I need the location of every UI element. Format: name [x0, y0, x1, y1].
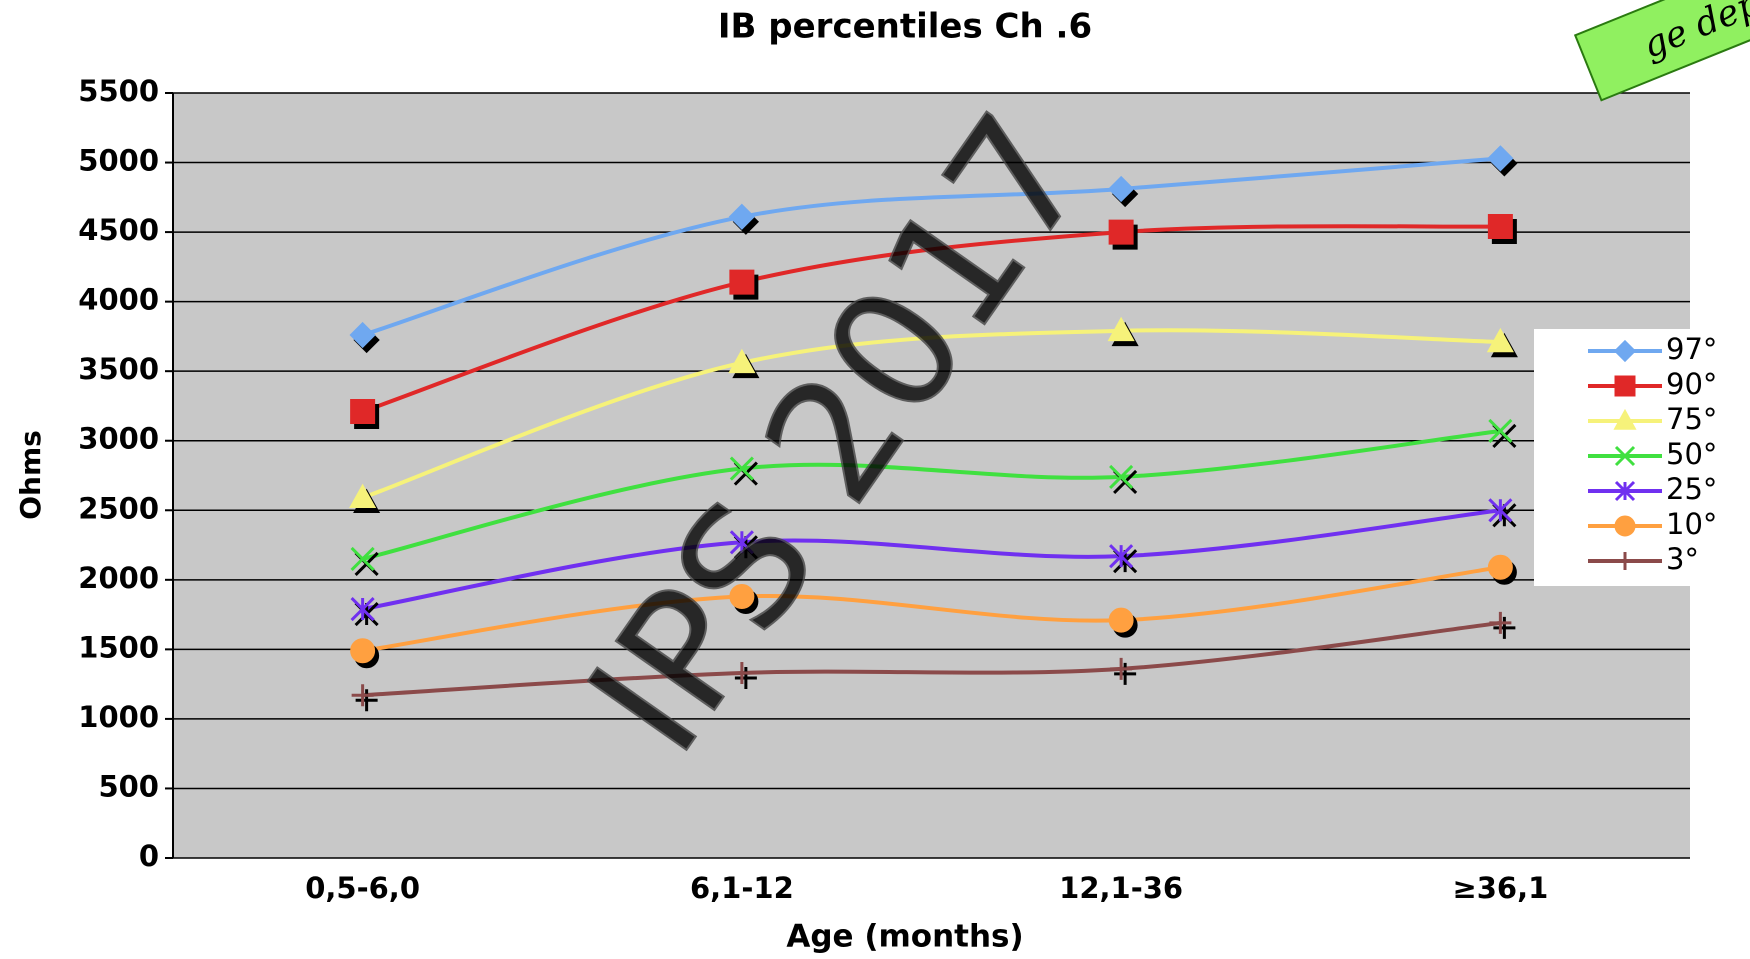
series-line — [362, 156, 1501, 337]
legend-marker — [1614, 515, 1636, 537]
marker — [1109, 464, 1134, 489]
series-line — [362, 508, 1501, 611]
y-tick-label: 4000 — [78, 283, 159, 317]
series-line — [362, 429, 1501, 561]
legend-marker — [1614, 445, 1636, 467]
marker — [1489, 611, 1512, 634]
marker — [1108, 175, 1135, 203]
x-tick-label: 12,1-36 — [1059, 871, 1183, 905]
marker — [1109, 544, 1134, 569]
marker — [350, 546, 375, 572]
series-line — [362, 620, 1501, 698]
marker — [729, 584, 755, 610]
marker — [729, 530, 754, 555]
x-tick-label: ≥36,1 — [1452, 871, 1548, 905]
plot: 0 500 1000 1500 2000 2500 3000 3500 4000 4500 5000… — [78, 74, 1750, 905]
marker — [1487, 214, 1513, 240]
marker — [350, 596, 375, 622]
legend-label: 97° — [1666, 332, 1717, 366]
legend-label: 75° — [1666, 402, 1717, 436]
marker-shadow — [1114, 662, 1137, 685]
legend-marker — [1616, 552, 1634, 570]
marker — [350, 399, 376, 425]
marker — [1487, 554, 1513, 580]
marker — [349, 321, 376, 349]
marker — [1488, 418, 1513, 444]
marker — [350, 638, 376, 664]
y-tick-label: 5500 — [78, 74, 159, 108]
legend-marker — [1614, 375, 1636, 397]
x-tick-label: 6,1-12 — [690, 871, 794, 905]
x-tick-label: 0,5-6,0 — [305, 871, 420, 905]
y-tick-label: 1000 — [78, 700, 159, 734]
marker — [1108, 219, 1134, 245]
y-tick-label: 3500 — [78, 352, 159, 386]
y-tick-label: 5000 — [78, 144, 159, 178]
marker — [1488, 498, 1513, 523]
series-line — [361, 328, 1501, 500]
marker — [1486, 327, 1514, 353]
legend-label: 50° — [1666, 437, 1717, 471]
legend: 97°90°75°50°25°10°3° — [1534, 329, 1750, 586]
legend-marker — [1614, 480, 1636, 502]
marker — [351, 684, 374, 707]
marker — [729, 269, 755, 295]
plot-area — [173, 93, 1690, 858]
marker — [1110, 657, 1133, 680]
marker — [729, 456, 754, 481]
series-line — [361, 224, 1501, 414]
marker — [349, 483, 377, 509]
marker — [730, 662, 753, 685]
corner-badge: ge dep — [1573, 0, 1750, 102]
y-tick-label: 3000 — [78, 422, 159, 456]
legend-label: 90° — [1666, 367, 1717, 401]
legend-label: 10° — [1666, 507, 1717, 541]
marker — [728, 348, 756, 374]
corner-box — [1573, 0, 1750, 102]
chart-title: IB percentiles Ch .6 — [718, 7, 1092, 47]
series-line — [362, 565, 1501, 653]
marker-shadow — [734, 667, 757, 690]
y-tick-label: 2000 — [78, 561, 159, 595]
legend-marker — [1613, 408, 1637, 430]
legend-label: 25° — [1666, 472, 1717, 506]
legend-marker — [1613, 339, 1637, 363]
marker — [1107, 316, 1135, 342]
marker — [1487, 145, 1514, 172]
y-tick-label: 2500 — [78, 491, 159, 525]
y-tick-label: 500 — [98, 769, 159, 803]
marker-shadow — [355, 689, 378, 712]
y-tick-label: 0 — [139, 839, 159, 873]
marker — [1108, 607, 1134, 633]
x-axis-label: Age (months) — [786, 919, 1023, 955]
marker — [728, 203, 755, 230]
legend-label: 3° — [1666, 542, 1699, 576]
marker-shadow — [1493, 616, 1516, 639]
y-tick-label: 4500 — [78, 213, 159, 247]
y-axis-label: Ohms — [14, 430, 47, 520]
y-tick-label: 1500 — [78, 630, 159, 664]
